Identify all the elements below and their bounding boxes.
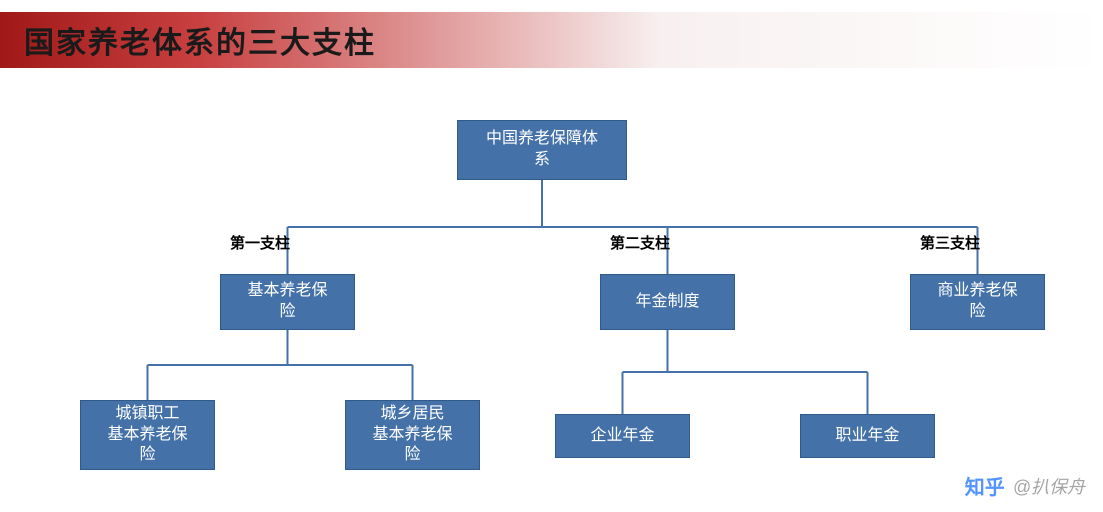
tree-node-p1: 基本养老保险 (220, 274, 355, 330)
org-chart: 中国养老保障体系基本养老保险 年金制度 商业养老保险城镇职工基本养老保险 城乡居民基本… (0, 102, 1103, 502)
tree-node-c2: 城乡居民基本养老保险 (345, 400, 480, 470)
title-bar: 国家养老体系的三大支柱 (0, 12, 1103, 68)
tree-node-c4: 职业年金 (800, 414, 935, 458)
zhihu-logo: 知乎 (965, 471, 1005, 500)
tree-node-c1: 城镇职工基本养老保险 (80, 400, 215, 470)
watermark-author: @扒保舟 (1013, 473, 1085, 499)
tree-node-p2: 年金制度 (600, 274, 735, 330)
edge-label: 第三支柱 (920, 232, 980, 253)
edge-label: 第二支柱 (610, 232, 670, 253)
page-title: 国家养老体系的三大支柱 (24, 18, 376, 62)
watermark: 知乎 @扒保舟 (965, 471, 1085, 500)
edge-label: 第一支柱 (230, 232, 290, 253)
tree-node-root: 中国养老保障体系 (457, 120, 627, 180)
tree-node-p3: 商业养老保险 (910, 274, 1045, 330)
tree-node-c3: 企业年金 (555, 414, 690, 458)
